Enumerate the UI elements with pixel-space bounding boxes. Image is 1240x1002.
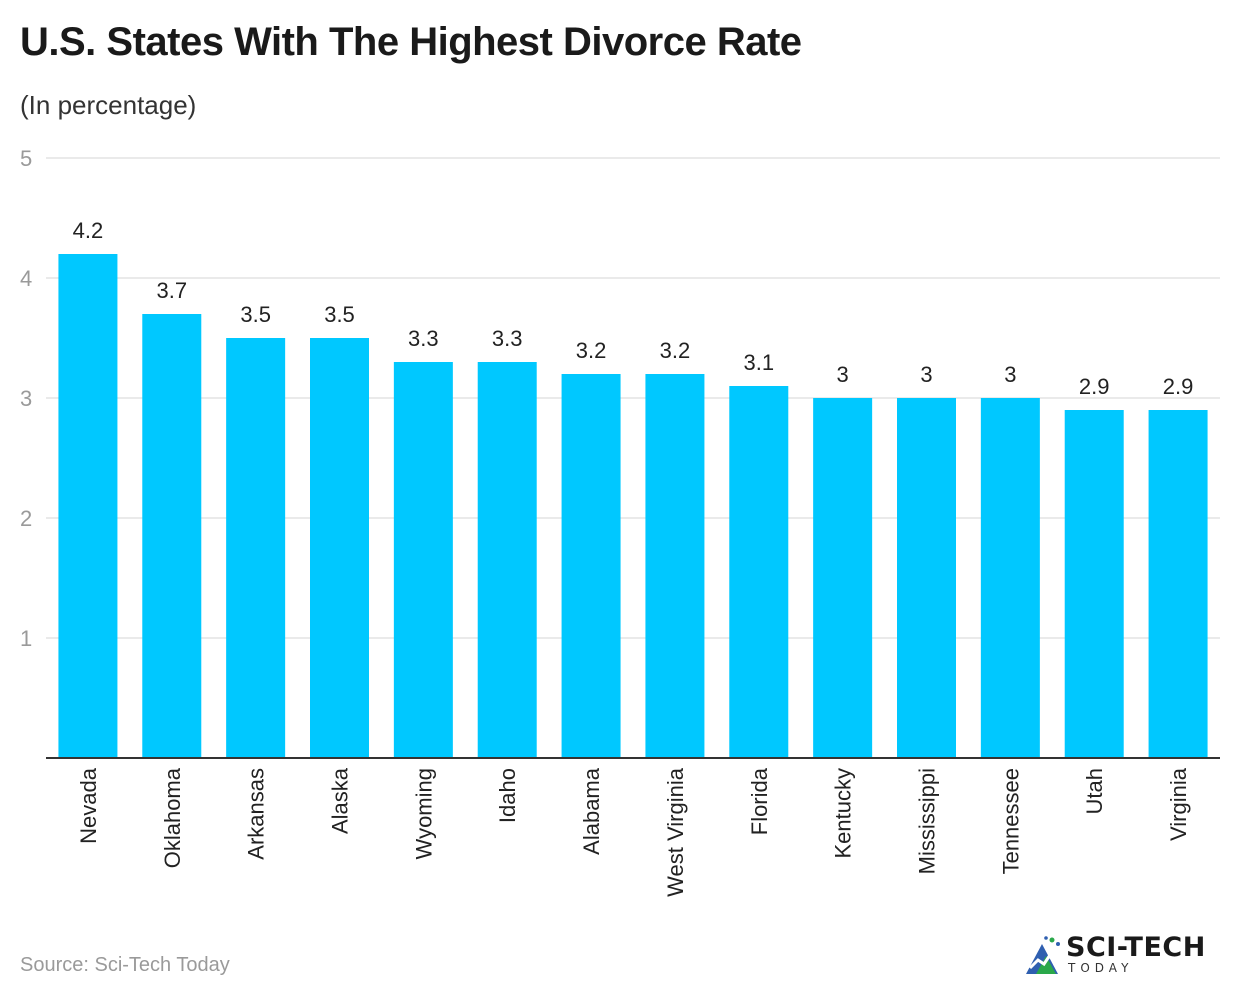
x-tick-label: Idaho [495, 768, 520, 823]
data-label: 3.3 [408, 326, 439, 351]
data-label: 2.9 [1163, 374, 1194, 399]
data-label: 3.1 [743, 350, 774, 375]
brand-name: SCI-TECH [1066, 932, 1206, 963]
bar-chart: 1 2 3 4 5 4.2 3.7 3.5 3.5 3.3 3.3 3.2 3.2 3.1 3 3 3 2.9 2… [20, 146, 1220, 897]
bar [1064, 410, 1124, 758]
bar [645, 374, 705, 758]
bar [1148, 410, 1208, 758]
y-tick-label: 2 [20, 506, 32, 531]
data-label: 3.5 [240, 302, 271, 327]
x-tick-label: Oklahoma [160, 767, 185, 868]
data-label: 3 [920, 362, 932, 387]
bars [58, 254, 1208, 758]
data-label: 3.3 [492, 326, 523, 351]
x-tick-label: Tennessee [998, 768, 1023, 874]
bar [226, 338, 286, 758]
data-label: 3 [1004, 362, 1016, 387]
bar [897, 398, 956, 758]
x-tick-label: Nevada [76, 767, 101, 844]
data-labels: 4.2 3.7 3.5 3.5 3.3 3.3 3.2 3.2 3.1 3 3 3 2.9 2.9 [73, 218, 1194, 399]
bar [310, 338, 369, 758]
data-label: 3 [837, 362, 849, 387]
x-axis-labels: Nevada Oklahoma Arkansas Alaska Wyoming Idaho… [76, 767, 1191, 897]
data-label: 3.2 [576, 338, 607, 363]
x-tick-label: Alaska [328, 767, 353, 834]
bar [393, 362, 453, 758]
source-note: Source: Sci-Tech Today [20, 954, 230, 976]
bar [561, 374, 621, 758]
brand-logo: SCI-TECH TODAY [1022, 928, 1222, 980]
y-tick-label: 1 [20, 626, 32, 651]
y-axis-ticks: 1 2 3 4 5 [20, 146, 32, 651]
x-tick-label: Virginia [1166, 767, 1191, 841]
sci-tech-logo-icon [1026, 936, 1060, 974]
brand-subtitle: TODAY [1068, 961, 1134, 975]
bar [58, 254, 118, 758]
x-tick-label: Kentucky [831, 768, 856, 859]
y-tick-label: 3 [20, 386, 32, 411]
data-label: 3.5 [324, 302, 355, 327]
bar [813, 398, 873, 758]
bar [142, 314, 202, 758]
chart-title: U.S. States With The Highest Divorce Rat… [20, 20, 802, 64]
x-tick-label: Wyoming [411, 768, 436, 860]
bar [729, 386, 789, 758]
data-label: 3.7 [156, 278, 187, 303]
x-tick-label: Florida [747, 767, 772, 835]
gridlines [46, 157, 1220, 639]
bar [980, 398, 1040, 758]
chart-subtitle: (In percentage) [20, 90, 197, 120]
data-label: 3.2 [660, 338, 691, 363]
y-tick-label: 4 [20, 266, 32, 291]
x-tick-label: Alabama [579, 767, 604, 855]
data-label: 2.9 [1079, 374, 1110, 399]
x-tick-label: Mississippi [915, 768, 940, 874]
y-tick-label: 5 [20, 146, 32, 171]
bar [477, 362, 537, 758]
x-tick-label: West Virginia [663, 767, 688, 897]
x-tick-label: Arkansas [244, 768, 269, 860]
x-tick-label: Utah [1082, 768, 1107, 814]
data-label: 4.2 [73, 218, 104, 243]
